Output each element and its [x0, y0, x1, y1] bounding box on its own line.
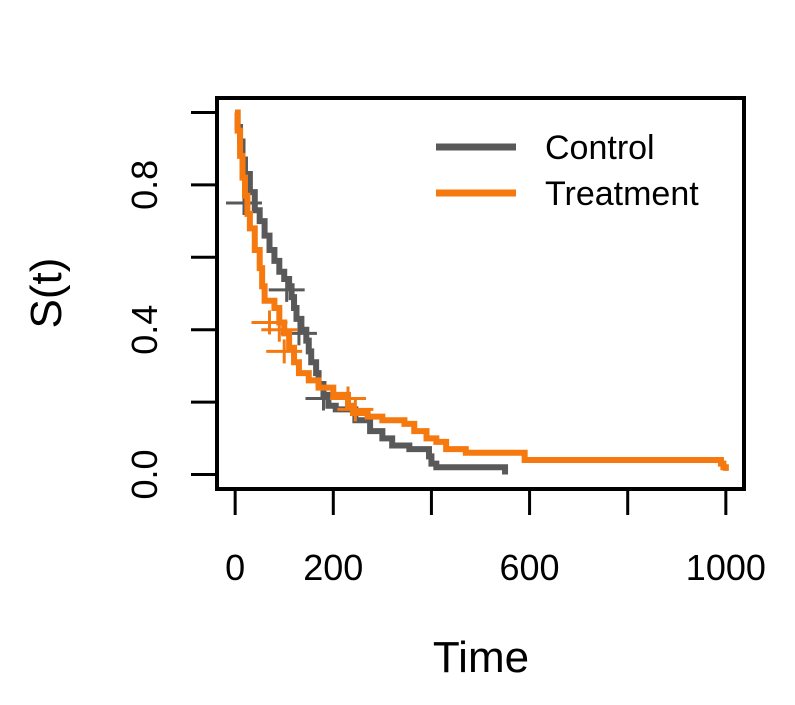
legend-label-treatment: Treatment — [545, 175, 699, 213]
x-tick-label-0: 0 — [225, 547, 245, 588]
plot-frame — [215, 96, 746, 491]
legend: Control Treatment — [436, 129, 699, 213]
legend-label-control: Control — [545, 129, 655, 167]
x-tick-label-200: 200 — [303, 547, 363, 588]
series-layer — [225, 109, 729, 475]
control-survival-line — [234, 109, 509, 475]
x-axis-title: Time — [433, 633, 529, 682]
y-tick-label-0: 0.0 — [124, 449, 165, 499]
y-axis-title: S(t) — [22, 258, 71, 329]
x-axis: 0 200 600 1000 — [225, 489, 766, 588]
x-tick-label-600: 600 — [500, 547, 560, 588]
y-tick-label-0.8: 0.8 — [124, 160, 165, 210]
treatment-survival-line — [234, 109, 729, 471]
y-tick-label-0.4: 0.4 — [124, 305, 165, 355]
y-axis: 0.0 0.4 0.8 — [124, 110, 217, 500]
x-tick-label-1000: 1000 — [686, 547, 766, 588]
